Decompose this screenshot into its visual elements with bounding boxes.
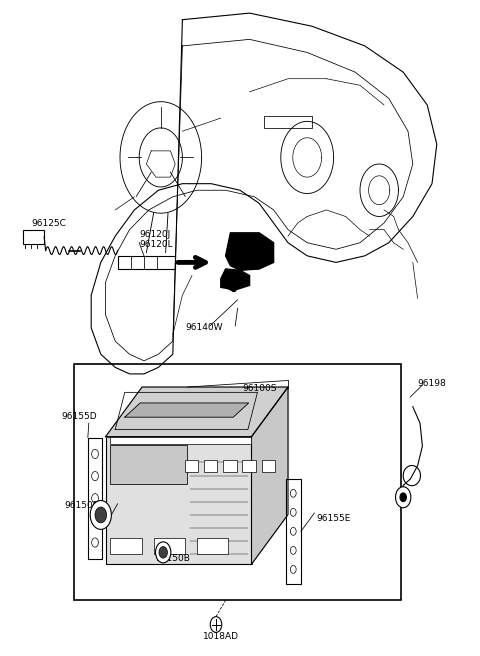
- Circle shape: [290, 565, 296, 573]
- Bar: [185, 461, 198, 472]
- Text: 96125C: 96125C: [31, 218, 66, 228]
- Circle shape: [290, 546, 296, 554]
- Bar: [110, 445, 187, 484]
- Circle shape: [290, 508, 296, 516]
- Circle shape: [92, 516, 98, 525]
- Circle shape: [92, 538, 98, 547]
- Text: 96120J
96120L: 96120J 96120L: [139, 230, 173, 249]
- Text: 96150B: 96150B: [64, 501, 99, 510]
- Polygon shape: [125, 403, 249, 417]
- Circle shape: [92, 472, 98, 481]
- Text: 96155E: 96155E: [317, 514, 351, 523]
- Text: 1018AD: 1018AD: [203, 632, 239, 641]
- Bar: [74, 364, 401, 600]
- Circle shape: [92, 493, 98, 503]
- Circle shape: [92, 449, 98, 459]
- Bar: [242, 461, 256, 472]
- Circle shape: [95, 507, 107, 523]
- Text: 96155D: 96155D: [61, 412, 97, 421]
- Circle shape: [290, 489, 296, 497]
- Bar: [204, 461, 217, 472]
- Bar: [197, 538, 228, 554]
- Text: 96100S: 96100S: [242, 384, 276, 393]
- Polygon shape: [252, 387, 288, 564]
- Bar: [110, 437, 251, 443]
- Text: 96150B: 96150B: [156, 554, 190, 564]
- Bar: [154, 538, 185, 554]
- Circle shape: [400, 493, 406, 501]
- Circle shape: [156, 542, 171, 563]
- Circle shape: [159, 546, 168, 558]
- Circle shape: [90, 501, 111, 529]
- Circle shape: [210, 617, 222, 632]
- Bar: [262, 461, 275, 472]
- Bar: [118, 256, 175, 269]
- Bar: [23, 230, 44, 244]
- Polygon shape: [106, 387, 288, 437]
- Bar: [286, 479, 301, 584]
- Bar: [264, 116, 312, 128]
- Bar: [110, 538, 142, 554]
- Bar: [223, 461, 237, 472]
- Bar: [88, 438, 102, 559]
- Text: 96140W: 96140W: [185, 323, 223, 333]
- Bar: [106, 437, 252, 564]
- Circle shape: [290, 527, 296, 535]
- Text: 96198: 96198: [418, 379, 446, 388]
- Circle shape: [396, 487, 411, 508]
- Polygon shape: [226, 233, 274, 270]
- Polygon shape: [221, 269, 250, 290]
